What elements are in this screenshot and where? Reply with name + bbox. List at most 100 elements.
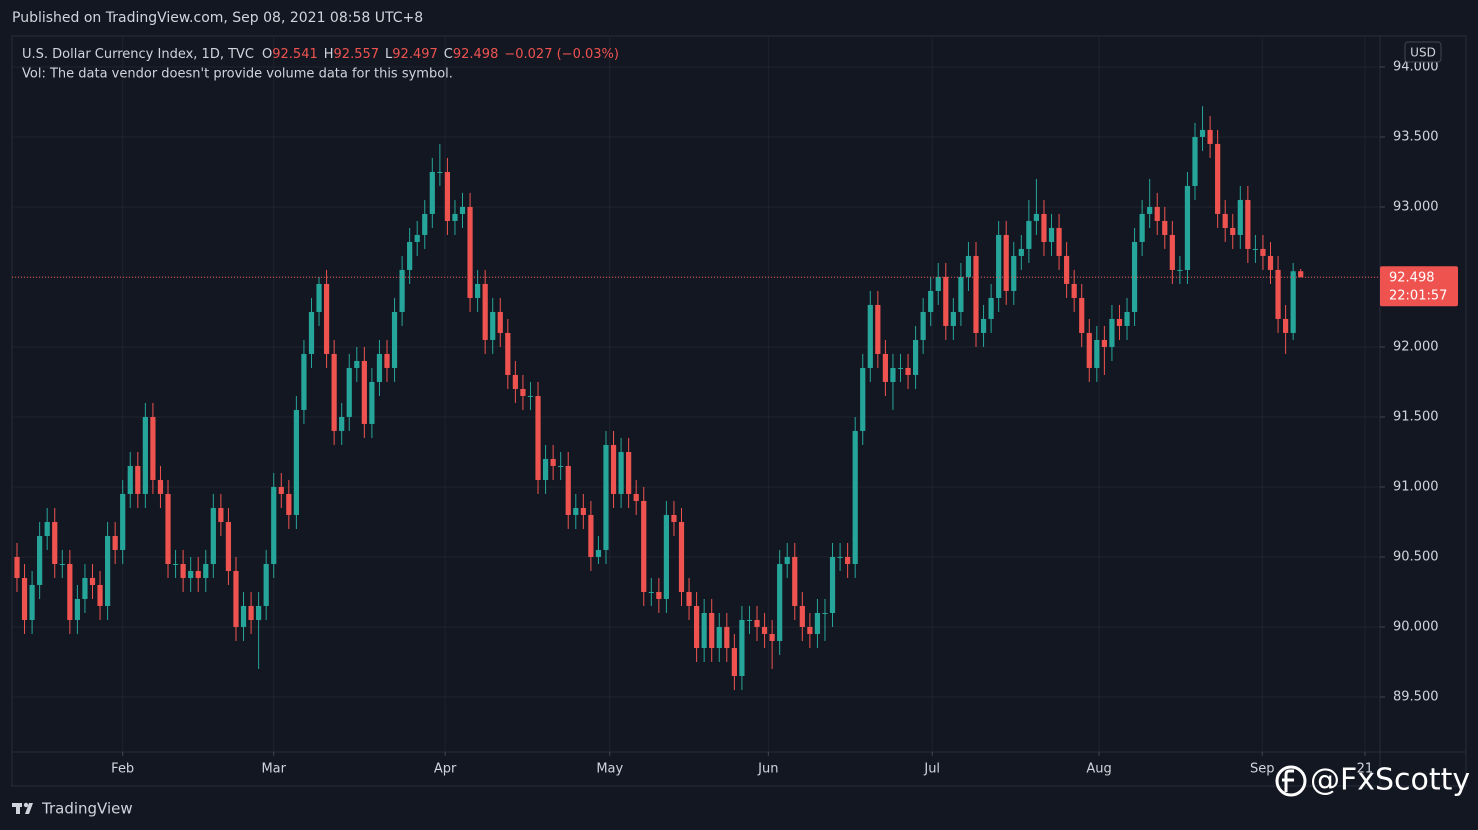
candle-body (1222, 213, 1228, 228)
candle-body (1267, 255, 1274, 270)
x-tick-label: Mar (261, 762, 286, 777)
candle-body (271, 486, 277, 564)
candle-body (407, 241, 413, 270)
legend-title: U.S. Dollar Currency Index, 1D, TVC (22, 47, 254, 62)
candle-body (452, 213, 458, 221)
y-tick-label: 93.000 (1393, 199, 1439, 214)
candle-body (724, 626, 730, 648)
candle-body (248, 605, 254, 620)
candle-body (716, 626, 722, 648)
candle-body (980, 318, 987, 333)
last-price-box (1380, 266, 1458, 307)
legend-key: H (324, 47, 334, 62)
candle-body (807, 626, 813, 634)
candle-body (444, 171, 451, 221)
candle-body (1215, 143, 1221, 214)
candle-body (1026, 220, 1032, 249)
candle-body (1184, 185, 1191, 270)
x-tick-label: Apr (434, 762, 457, 777)
watermark-icon (1275, 765, 1307, 797)
candle-body (1139, 213, 1145, 242)
candle-body (490, 311, 496, 340)
candle-body (157, 479, 164, 494)
candle-body (542, 458, 549, 480)
candle-body (1192, 136, 1198, 186)
candle-body (777, 563, 783, 641)
candle-body (1124, 311, 1130, 326)
candle-body (1094, 339, 1100, 368)
candle-body (769, 633, 775, 641)
candle-body (739, 619, 745, 676)
candle-body (67, 563, 73, 620)
candle-body (912, 339, 919, 375)
candle-body (391, 311, 398, 368)
candle-body (150, 416, 156, 480)
y-tick-label: 91.000 (1393, 479, 1439, 494)
candle-body (1018, 248, 1024, 256)
candle-body (240, 605, 247, 627)
candle-body (633, 493, 639, 501)
currency-box (1404, 41, 1442, 63)
candle-body (867, 304, 873, 368)
legend-key: L (385, 47, 393, 62)
candle-body (1275, 269, 1281, 319)
candle-body (1245, 199, 1251, 249)
candle-body (754, 619, 760, 627)
candle-body (595, 549, 602, 557)
candle-body (1033, 213, 1040, 221)
candle-body (505, 332, 511, 375)
candle-body (1116, 318, 1123, 326)
candle-body (837, 556, 843, 558)
candle-body (475, 283, 481, 298)
candle-body (1071, 283, 1077, 298)
candle-body (14, 556, 20, 578)
candle-body (656, 591, 662, 599)
candle-body (203, 563, 209, 578)
x-tick-label: Feb (111, 762, 134, 777)
candle-body (89, 577, 96, 585)
legend-value: 92.498 (453, 47, 499, 62)
candle-body (535, 395, 541, 480)
candle-body (399, 269, 405, 312)
candle-body (1101, 339, 1107, 347)
candle-body (195, 570, 201, 578)
candle-body (558, 465, 564, 467)
y-tick-label: 91.500 (1393, 409, 1439, 424)
candle-body (437, 171, 443, 173)
candle-body (1207, 129, 1213, 144)
candle-body (1147, 206, 1153, 214)
candle-body (701, 612, 707, 648)
candle-body (648, 591, 654, 593)
candle-body (74, 598, 80, 620)
candle-body (354, 360, 360, 368)
legend-value: 92.541 (272, 47, 318, 62)
candle-body (482, 283, 488, 340)
logo (12, 802, 33, 814)
footer: TradingView (41, 800, 133, 818)
candle-body (1230, 227, 1236, 235)
candle-body (958, 276, 964, 312)
volume-note: Vol: The data vendor doesn't provide vol… (22, 67, 453, 82)
candle-body (188, 570, 194, 578)
x-tick-label: Jul (923, 762, 940, 777)
candle-body (663, 514, 669, 599)
candle-body (761, 626, 768, 634)
candle-body (82, 577, 88, 599)
candle-body (346, 367, 352, 417)
candle-body (497, 311, 503, 333)
candle-body (384, 353, 390, 368)
candle-body (331, 353, 337, 431)
candle-body (550, 458, 556, 466)
candle-body (1162, 220, 1168, 235)
candle-body (459, 206, 466, 214)
candle-body (59, 563, 65, 565)
candle-body (527, 395, 534, 397)
candle-body (1064, 255, 1070, 284)
candle-body (988, 297, 994, 319)
candle-body (792, 556, 798, 606)
candle-body (165, 493, 171, 564)
currency: USD (1410, 46, 1436, 60)
candle-body (104, 535, 111, 606)
candle-body (278, 486, 284, 494)
candle-body (135, 465, 141, 494)
